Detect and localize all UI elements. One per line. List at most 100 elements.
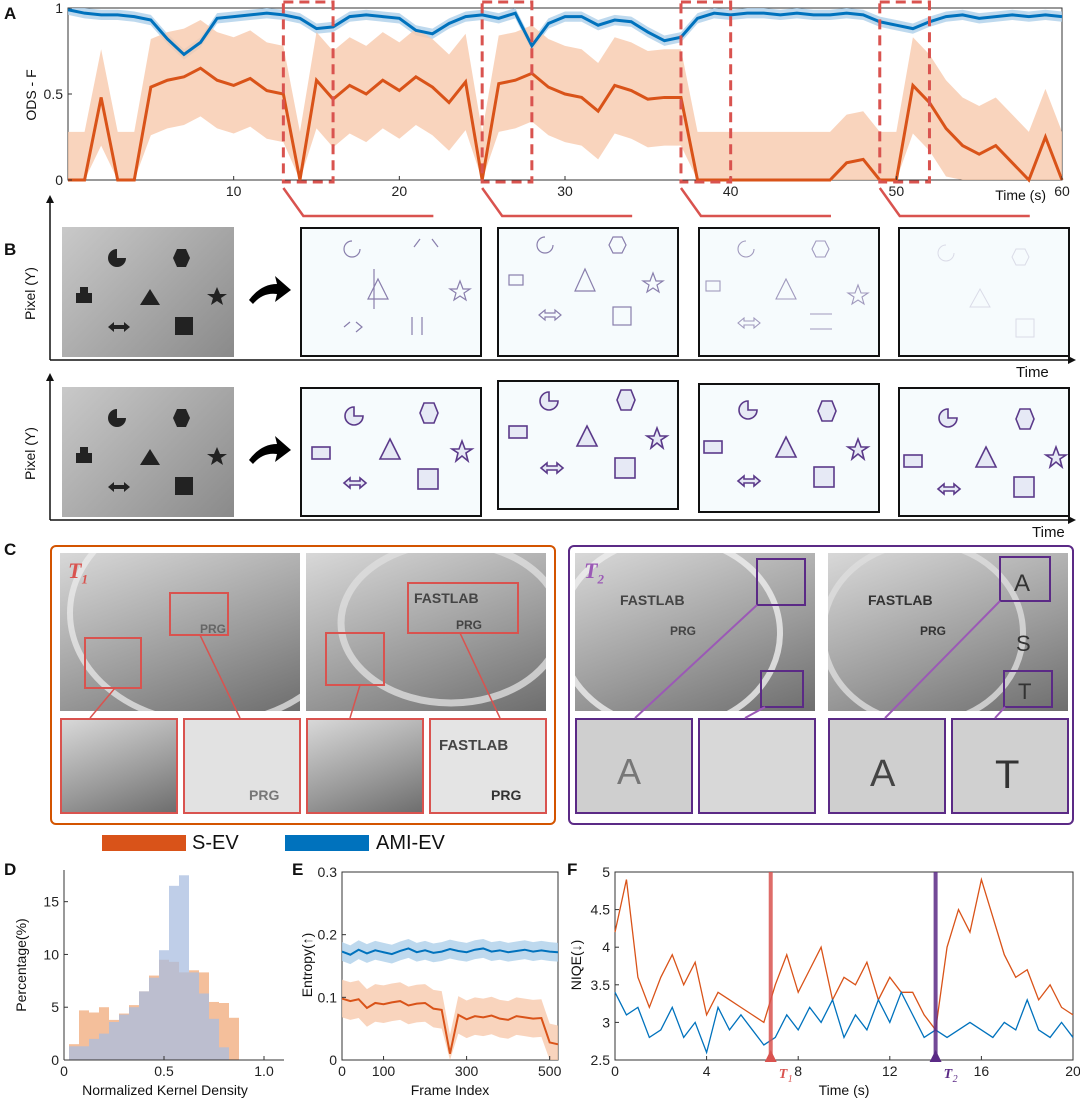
t2-letter: T [584, 558, 598, 583]
x-tick-label: 10 [226, 183, 242, 199]
x-tick-label: 300 [455, 1063, 479, 1079]
histogram-bar-ami-ev [69, 1046, 79, 1060]
t2-subscript: 2 [597, 571, 604, 587]
histogram-bar-ami-ev [169, 885, 179, 1060]
histogram-bar-ami-ev [89, 1038, 99, 1060]
highlight-window-4 [878, 0, 931, 184]
series-band-ami-ev [342, 939, 558, 965]
highlight-window-2 [480, 0, 534, 184]
x-tick-label: 0 [338, 1063, 346, 1079]
histogram-bar-ami-ev [199, 993, 209, 1060]
series-line-s-ev [341, 997, 559, 1054]
panel-label-d: D [4, 860, 17, 879]
chart-d-histogram: 0 0.5 1.0 0 5 10 15 Normalized Kernel Density Pe… [13, 870, 284, 1098]
fastlab-text-ami-2: FASTLAB [868, 592, 933, 608]
chart-a-ods-f: 10 20 30 40 50 60 0 0.5 1 Time (s) ODS - F [23, 0, 1070, 218]
ami-ev-frame-2 [497, 380, 679, 510]
fastlab-text-zoom-4: FASTLAB [439, 737, 508, 754]
letter-t-photo: T [1018, 679, 1031, 704]
chart-e-entropy: 0 100 300 500 0 0.1 0.2 0.3 Frame Index Entropy(↑… [299, 864, 562, 1098]
series-band-ami-ev [68, 8, 1062, 60]
ami-ev-zoom-1-content: A [617, 751, 641, 792]
x-tick-label: 50 [889, 183, 905, 199]
ami-ev-frame-3-shapes [703, 400, 871, 488]
ami-ev-frame-2-shapes [508, 389, 670, 479]
ami-ev-frame-1 [300, 387, 482, 517]
panel-label-c: C [4, 540, 17, 559]
y-tick-label: 15 [43, 894, 59, 910]
marker-label-t2: T [944, 1067, 954, 1082]
x-tick-label: 0 [611, 1063, 619, 1079]
s-ev-zoom-4-content: FASTLAB PRG [439, 737, 521, 803]
s-ev-zoom-3 [306, 718, 424, 814]
panel-c-ami-ev-box [568, 545, 1074, 825]
histogram-bar-ami-ev [189, 972, 199, 1060]
histogram-bar-s-ev [229, 1017, 239, 1060]
series-band-s-ev [68, 20, 1062, 180]
s-ev-frame-4 [898, 227, 1070, 357]
letter-a-photo: A [1014, 570, 1030, 597]
plot-frame [614, 871, 1074, 1061]
prg-text-1: PRG [200, 622, 226, 636]
panel-c-s-ev-box [50, 545, 556, 825]
panel-b-ylabel-bottom: Pixel (Y) [22, 427, 38, 480]
x-axis-label: Frame Index [411, 1082, 490, 1098]
panel-b-xlabel-top: Time [1016, 364, 1049, 381]
letter-t-zoom-4: T [995, 753, 1019, 797]
y-tick-label: 1 [55, 0, 63, 16]
x-axis-label: Time (s) [995, 187, 1046, 203]
x-tick-label: 1.0 [254, 1063, 274, 1079]
histogram-bar-ami-ev [79, 1046, 89, 1060]
s-ev-frame-3 [698, 227, 880, 357]
series-line-s-ev [614, 876, 1074, 1032]
ami-ev-zoom-4: T [951, 718, 1069, 814]
histogram-bar-ami-ev [99, 1033, 109, 1060]
highlight-window-1 [281, 0, 335, 184]
histogram-bar-ami-ev [149, 977, 159, 1060]
letter-s-photo: S [1016, 631, 1031, 656]
ami-ev-photo-2: FASTLAB PRG A S T [820, 540, 1068, 726]
histogram-bar-s-ev [89, 1012, 99, 1060]
highlight-connector-4 [878, 187, 1030, 218]
panel-b-xlabel-bottom: Time [1032, 524, 1065, 541]
s-ev-frame-1-shapes [343, 238, 472, 335]
fastlab-text-ami-1: FASTLAB [620, 592, 685, 608]
legend-label-ami-ev: AMI-EV [376, 832, 445, 854]
x-tick-label: 100 [372, 1063, 396, 1079]
ami-ev-zoom-1: A [575, 718, 693, 814]
arrow-top [249, 276, 291, 304]
x-axis-label: Normalized Kernel Density [82, 1082, 248, 1098]
prg-text-ami-2: PRG [920, 624, 946, 638]
ami-ev-photo-1: FASTLAB PRG [557, 535, 815, 731]
y-tick-label: 3 [602, 1014, 610, 1030]
ami-ev-zoom-3: A [828, 718, 946, 814]
x-tick-label: 8 [794, 1063, 802, 1079]
marker-triangle-t1 [764, 1050, 777, 1062]
marker-label-t1: T [779, 1067, 789, 1082]
histogram-bar-ami-ev [209, 1018, 219, 1060]
prg-text-2: PRG [456, 618, 482, 632]
histogram-bar-ami-ev [219, 1047, 229, 1060]
x-tick-label: 60 [1054, 183, 1070, 199]
y-tick-label: 0.1 [318, 989, 338, 1005]
y-tick-label: 0.2 [318, 927, 338, 943]
ami-ev-frame-3 [698, 383, 880, 513]
s-ev-frame-1 [300, 227, 482, 357]
t2-label: T2 [584, 558, 604, 587]
panel-b-axes [46, 195, 1076, 524]
arrow-bottom [249, 436, 291, 464]
histogram-bar-ami-ev [129, 1007, 139, 1060]
panel-label-e: E [292, 860, 304, 879]
x-tick-label: 20 [1065, 1063, 1080, 1079]
s-ev-frame-2 [497, 227, 679, 357]
x-tick-label: 0 [60, 1063, 68, 1079]
x-tick-label: 12 [882, 1063, 898, 1079]
histogram-bar-s-ev [79, 1010, 89, 1060]
y-axis-label: NIQE(↓) [568, 940, 584, 991]
letter-a-zoom-3: A [870, 753, 896, 795]
series-line-ami-ev [614, 990, 1074, 1055]
shapes-icons-bottom [76, 409, 227, 495]
s-ev-frame-4-shapes [937, 244, 1035, 338]
y-axis-label: Entropy(↑) [299, 933, 315, 998]
